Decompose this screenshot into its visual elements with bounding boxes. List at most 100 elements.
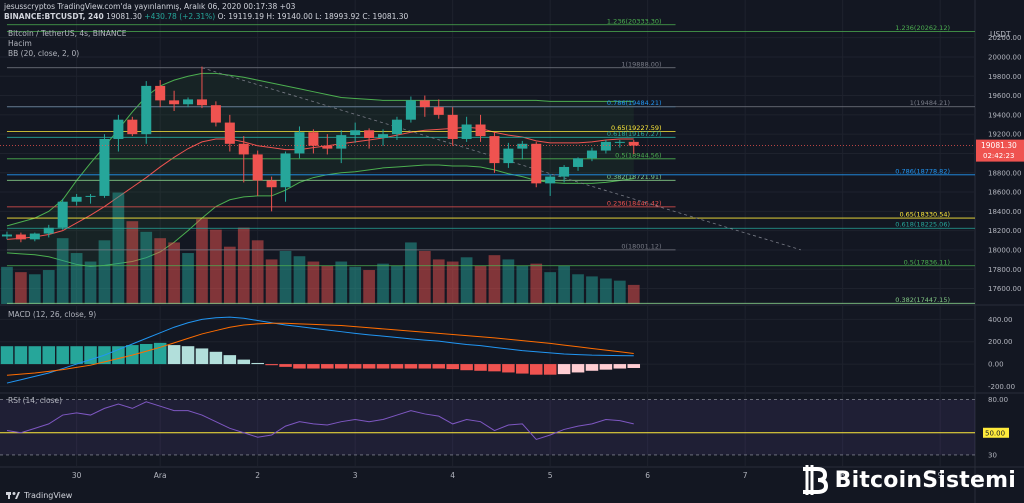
price-tick-label: 20200.00: [988, 34, 1021, 42]
fib-label-right: 1(19484.21): [910, 99, 950, 107]
macd-histogram-bar: [209, 351, 223, 365]
macd-histogram-bar: [390, 364, 404, 369]
rsi-tick-label: 50.00: [985, 429, 1005, 437]
rsi-band-fill: [0, 399, 975, 455]
volume-bar: [474, 265, 487, 304]
volume-bar: [335, 261, 348, 304]
fib-label-left: 1.236(20333.30): [607, 17, 662, 25]
candle-body: [15, 234, 26, 240]
macd-histogram-bar: [139, 343, 153, 365]
candle-body: [447, 114, 458, 139]
macd-histogram-bar: [348, 364, 362, 369]
volume-bar: [460, 257, 473, 304]
macd-histogram-bar: [84, 346, 97, 365]
macd-histogram-bar: [167, 345, 181, 365]
candle-body: [29, 233, 40, 240]
candle-body: [1, 234, 12, 237]
macd-histogram-bar: [599, 364, 613, 370]
rsi-mid-badge: [983, 427, 1009, 438]
candle-body: [405, 100, 416, 120]
macd-histogram-bar: [56, 346, 69, 365]
price-tick-label: 18000.00: [988, 246, 1021, 254]
fib-label-left: 0(18001.12): [621, 242, 661, 250]
macd-histogram-bar: [529, 364, 543, 375]
fib-label-left: 0.5(18944.56): [615, 151, 661, 159]
tradingview-footer[interactable]: TradingView: [6, 491, 72, 500]
candle-body: [183, 99, 194, 105]
volume-bar: [377, 263, 389, 304]
volume-bar: [418, 250, 431, 304]
candle-body: [71, 196, 82, 202]
fib-label-left: 0.786(19484.21): [607, 99, 662, 107]
volume-bar: [432, 259, 445, 304]
macd-histogram-bar: [112, 346, 125, 365]
volume-bar: [293, 256, 306, 304]
candle-body: [169, 100, 180, 105]
volume-bar: [363, 270, 375, 304]
candle-body: [419, 100, 430, 108]
macd-tick-label: 400.00: [988, 316, 1013, 324]
candle-body: [350, 130, 361, 136]
candle-body: [322, 145, 333, 149]
tradingview-brand: TradingView: [24, 491, 73, 500]
candle-body: [461, 124, 472, 139]
macd-histogram-bar: [265, 364, 278, 366]
volume-bar: [265, 259, 278, 304]
candle-body: [391, 119, 402, 135]
volume-bar: [502, 259, 515, 304]
candle-body: [600, 141, 611, 151]
volume-bar: [572, 274, 584, 304]
macd-histogram-bar: [223, 355, 237, 365]
volume-bar: [210, 229, 222, 304]
candle-body: [573, 158, 584, 167]
price-tick-label: 19600.00: [988, 92, 1021, 100]
macd-signal-line: [6, 322, 634, 376]
pair-title: Bitcoin / TetherUS, 4s, BINANCE: [8, 29, 127, 38]
price-tick-label: 17800.00: [988, 266, 1021, 274]
volume-bar: [279, 250, 292, 304]
candle-body: [559, 166, 570, 177]
rsi-tick-label: 80.00: [988, 396, 1008, 404]
fib-label-right: 0.5(17836.11): [904, 258, 950, 266]
candle-body: [336, 135, 347, 149]
candle-body: [531, 143, 542, 184]
candle-body: [266, 180, 277, 188]
macd-histogram-bar: [334, 364, 348, 369]
price-change: +430.78 (+2.31%): [144, 11, 216, 21]
volume-bar: [168, 242, 180, 304]
macd-histogram-bar: [571, 364, 585, 373]
macd-label: MACD (12, 26, close, 9): [8, 310, 97, 319]
volume-bar: [98, 240, 111, 304]
volume-bar: [558, 265, 570, 304]
volume-bar: [126, 221, 139, 304]
price-tick-label: 17600.00: [988, 285, 1021, 293]
candle-body: [614, 141, 625, 143]
candle-body: [141, 85, 152, 135]
price-tick-label: 18600.00: [988, 189, 1021, 197]
candle-body: [127, 119, 138, 135]
price-tick-label: 19200.00: [988, 131, 1021, 139]
x-tick-label: Ara: [154, 471, 167, 480]
macd-histogram-bar: [251, 362, 264, 365]
fib-label-left: 0.618(19167.27): [607, 130, 662, 138]
volume-bar: [251, 240, 264, 304]
x-tick-label: 30: [72, 471, 82, 480]
candle-body: [308, 132, 319, 146]
macd-histogram-bar: [376, 364, 390, 369]
fib-label-left: 0.236(18446.42): [607, 199, 662, 207]
fib-label-right: 0.382(17447.15): [895, 296, 950, 304]
bitcoin-logo-icon: [802, 465, 828, 495]
macd-histogram-bar: [181, 346, 195, 365]
macd-tick-label: -200.00: [988, 383, 1015, 391]
volume-bar: [154, 238, 167, 304]
x-tick-label: 5: [548, 471, 553, 480]
candle-body: [113, 119, 124, 139]
volume-bar: [600, 278, 612, 304]
volume-bar: [405, 242, 417, 304]
macd-histogram-bar: [613, 364, 627, 369]
macd-histogram-bar: [307, 364, 320, 369]
macd-histogram-bar: [543, 364, 557, 375]
macd-histogram-bar: [14, 346, 28, 365]
volume-bar: [516, 265, 529, 304]
macd-histogram-bar: [502, 364, 515, 373]
